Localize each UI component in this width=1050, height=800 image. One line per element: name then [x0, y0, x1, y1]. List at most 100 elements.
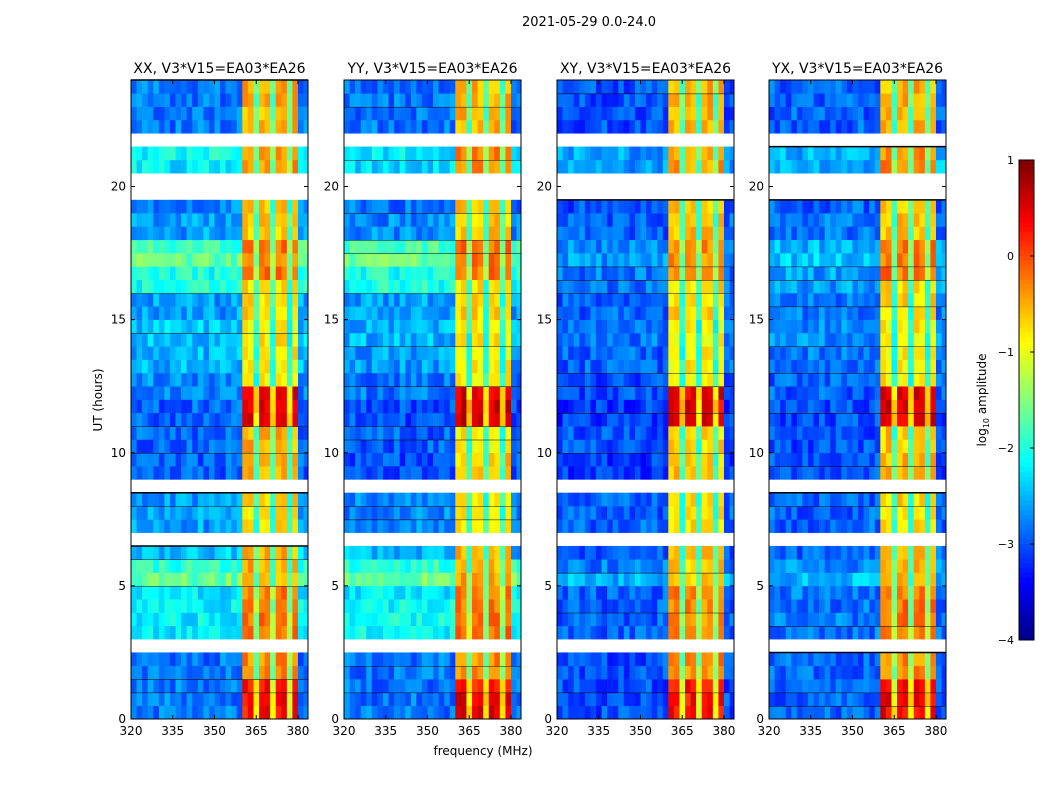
heatmap-cell: [460, 199, 467, 214]
heatmap-cell: [433, 106, 439, 121]
heatmap-cell: [707, 585, 714, 600]
heatmap-cell: [236, 679, 243, 693]
heatmap-cell: [158, 399, 165, 414]
heatmap-cell: [612, 279, 619, 294]
heatmap-cell: [769, 572, 775, 587]
heatmap-cell: [153, 572, 160, 587]
heatmap-cell: [499, 652, 506, 667]
heatmap-cell: [158, 559, 165, 573]
heatmap-cell: [488, 506, 495, 520]
heatmap-cell: [197, 519, 204, 533]
heatmap-cell: [427, 679, 434, 693]
heatmap-cell: [640, 372, 647, 387]
heatmap-cell: [382, 559, 389, 573]
heatmap-cell: [281, 439, 288, 454]
heatmap-cell: [164, 612, 171, 627]
heatmap-cell: [623, 306, 630, 320]
heatmap-cell: [303, 159, 309, 174]
heatmap-cell: [444, 239, 451, 254]
heatmap-cell: [220, 213, 226, 227]
heatmap-cell: [640, 266, 647, 280]
heatmap-cell: [472, 372, 478, 387]
heatmap-cell: [388, 199, 395, 214]
heatmap-cell: [220, 293, 226, 307]
heatmap-cell: [164, 599, 171, 613]
heatmap-cell: [449, 159, 456, 174]
heatmap-cell: [286, 359, 293, 374]
x-tick-label: 380: [287, 724, 310, 738]
heatmap-cell: [247, 386, 254, 400]
heatmap-cell: [612, 652, 619, 667]
heatmap-cell: [863, 439, 870, 454]
heatmap-cell: [186, 239, 193, 254]
heatmap-cell: [668, 612, 675, 627]
heatmap-cell: [131, 159, 137, 174]
heatmap-cell: [819, 585, 825, 600]
heatmap-cell: [607, 279, 613, 294]
heatmap-cell: [774, 426, 781, 440]
heatmap-cell: [377, 332, 384, 347]
heatmap-cell: [416, 545, 423, 560]
heatmap-cell: [891, 652, 898, 667]
heatmap-cell: [186, 106, 193, 121]
heatmap-cell: [438, 399, 445, 414]
heatmap-cell: [941, 439, 947, 454]
heatmap-cell: [846, 426, 853, 440]
heatmap-cell: [175, 426, 182, 440]
heatmap-cell: [623, 253, 630, 267]
heatmap-cell: [573, 612, 580, 627]
heatmap-cell: [874, 386, 881, 400]
heatmap-cell: [701, 306, 708, 320]
heatmap-cell: [499, 159, 506, 174]
heatmap-cell: [455, 386, 462, 400]
heatmap-cell: [303, 266, 309, 280]
heatmap-cell: [192, 665, 199, 680]
heatmap-cell: [242, 545, 249, 560]
heatmap-cell: [657, 439, 664, 454]
heatmap-cell: [557, 119, 563, 134]
heatmap-cell: [510, 612, 517, 627]
heatmap-cell: [488, 679, 495, 693]
heatmap-cell: [930, 399, 937, 414]
heatmap-cell: [595, 346, 602, 360]
heatmap-cell: [405, 346, 412, 360]
heatmap-cell: [701, 293, 708, 307]
heatmap-cell: [835, 665, 842, 680]
heatmap-cell: [791, 599, 798, 613]
heatmap-cell: [371, 359, 378, 374]
heatmap-cell: [208, 492, 215, 507]
heatmap-cell: [147, 239, 154, 254]
heatmap-cell: [557, 665, 563, 680]
heatmap-cell: [673, 599, 680, 613]
heatmap-cell: [712, 679, 719, 693]
heatmap-cell: [303, 199, 309, 214]
heatmap-cell: [399, 346, 406, 360]
heatmap-cell: [584, 306, 591, 320]
heatmap-cell: [259, 226, 265, 241]
heatmap-cell: [242, 679, 249, 693]
heatmap-cell: [131, 572, 137, 587]
heatmap-cell: [908, 372, 915, 387]
heatmap-cell: [175, 293, 182, 307]
heatmap-cell: [651, 119, 658, 134]
heatmap-cell: [371, 585, 378, 600]
heatmap-cell: [562, 306, 569, 320]
heatmap-cell: [623, 612, 630, 627]
heatmap-cell: [259, 279, 265, 294]
heatmap-cell: [924, 506, 931, 520]
heatmap-cell: [516, 705, 522, 720]
heatmap-cell: [303, 519, 309, 533]
heatmap-cell: [618, 599, 625, 613]
heatmap-cell: [421, 306, 428, 320]
heatmap-cell: [935, 426, 942, 440]
heatmap-cell: [472, 346, 478, 360]
heatmap-cell: [214, 146, 221, 161]
heatmap-cell: [303, 652, 309, 667]
heatmap-cell: [769, 679, 775, 693]
heatmap-cell: [394, 253, 400, 267]
heatmap-cell: [863, 692, 870, 706]
heatmap-cell: [377, 665, 384, 680]
heatmap-cell: [483, 625, 490, 640]
heatmap-cell: [136, 545, 143, 560]
heatmap-cell: [640, 199, 647, 214]
